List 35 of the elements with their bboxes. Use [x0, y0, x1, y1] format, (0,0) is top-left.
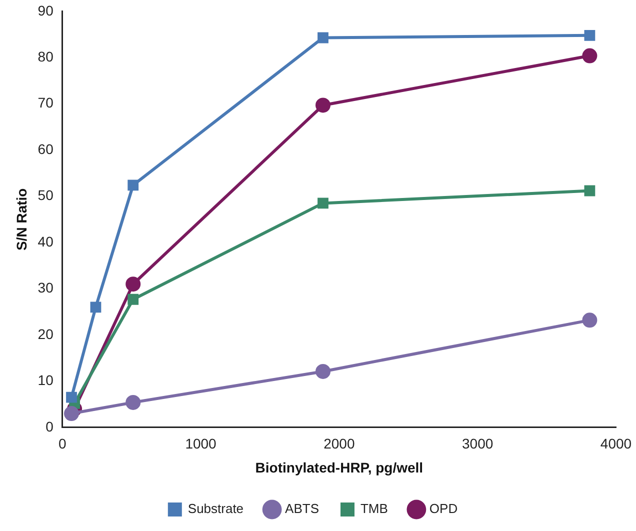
y-tick-label: 90 [38, 2, 54, 18]
x-tick-label: 0 [58, 436, 66, 452]
point [582, 48, 598, 64]
y-tick-label: 0 [46, 418, 54, 434]
x-tick-label: 4000 [600, 436, 632, 452]
point [128, 180, 139, 191]
point [126, 276, 141, 292]
y-tick-label: 60 [38, 140, 54, 157]
point [582, 312, 598, 328]
y-tick-label: 30 [38, 280, 54, 296]
x-tick-label: 1000 [185, 436, 217, 452]
point [315, 98, 330, 113]
legend-label: TMB [360, 501, 388, 516]
legend-label: OPD [429, 501, 458, 516]
point [315, 364, 330, 379]
x-axis-title: Biotinylated-HRP, pg/well [255, 459, 424, 476]
y-tick-label: 70 [38, 94, 54, 111]
point [318, 198, 328, 209]
y-tick-label: 20 [38, 326, 54, 342]
point [128, 294, 139, 305]
point [126, 394, 141, 410]
y-tick-label: 80 [38, 48, 54, 64]
y-tick-label: 50 [38, 187, 54, 204]
legend-label: ABTS [285, 501, 320, 516]
y-tick-label: 10 [38, 372, 54, 388]
y-tick-label: 40 [38, 233, 54, 250]
y-axis-title: S/N Ratio [13, 188, 30, 251]
point [66, 392, 77, 403]
x-tick-label: 3000 [462, 436, 494, 452]
point [318, 32, 328, 44]
x-tick-label: 2000 [324, 436, 355, 452]
point [584, 30, 596, 41]
point [584, 185, 596, 196]
legend-label: Substrate [188, 501, 244, 516]
point [90, 302, 102, 313]
